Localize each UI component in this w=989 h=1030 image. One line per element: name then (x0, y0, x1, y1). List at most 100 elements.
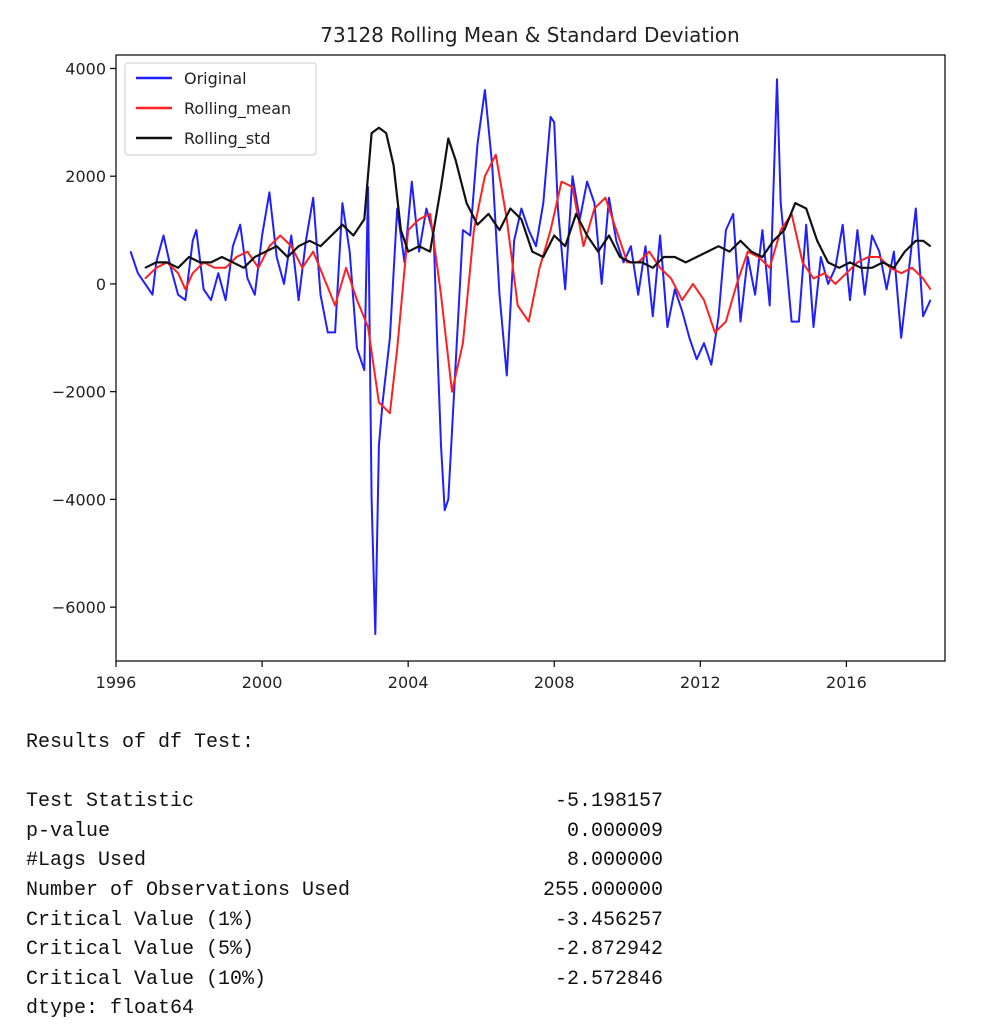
data-point (725, 321, 727, 323)
x-tick-label: 2012 (680, 673, 721, 692)
data-point (900, 272, 902, 274)
data-point (871, 234, 873, 237)
data-point (666, 326, 669, 328)
data-point (177, 272, 179, 274)
output-row-value: -5.198157 (554, 790, 663, 814)
data-point (681, 299, 683, 301)
data-point (367, 326, 369, 328)
data-point (747, 251, 749, 253)
data-point (860, 267, 862, 269)
output-row-label: Test Statistic (26, 790, 195, 814)
data-point (425, 207, 427, 210)
data-point (718, 245, 720, 247)
data-point (754, 294, 756, 296)
data-point (593, 202, 596, 204)
data-point (827, 283, 829, 285)
data-point (856, 229, 859, 231)
data-point (276, 245, 278, 247)
data-point (418, 245, 420, 247)
data-point (225, 267, 227, 269)
data-point (845, 272, 848, 274)
data-point (371, 132, 373, 134)
data-point (674, 288, 676, 290)
data-point (225, 299, 227, 301)
data-point (864, 294, 866, 296)
data-point (644, 245, 647, 247)
data-point (268, 191, 270, 193)
data-point (601, 283, 603, 285)
data-point (732, 213, 734, 215)
data-point (341, 202, 343, 204)
data-point (239, 224, 241, 226)
data-point (462, 342, 464, 344)
data-point (882, 261, 884, 263)
data-point (798, 321, 800, 323)
output-row-label: Critical Value (5%) (26, 938, 255, 962)
data-point (794, 202, 796, 204)
y-axis: 4000 2000 0 −2000 −4000 −6000 (52, 59, 116, 617)
data-point (268, 245, 270, 247)
data-point (309, 240, 311, 242)
data-point (440, 294, 442, 296)
data-point (436, 348, 438, 350)
data-point (177, 267, 179, 269)
data-point (769, 304, 771, 307)
data-point (564, 288, 566, 290)
y-tick-label: −2000 (52, 383, 106, 402)
data-point (802, 261, 804, 263)
data-point (177, 294, 179, 296)
data-point (254, 256, 256, 258)
data-point (812, 326, 815, 328)
data-point (780, 202, 782, 204)
data-point (531, 251, 533, 253)
data-point (506, 218, 508, 220)
plot-frame (115, 54, 946, 662)
data-point (827, 261, 829, 263)
x-tick-label: 2016 (826, 673, 867, 692)
data-point (736, 283, 738, 285)
data-point (670, 277, 672, 280)
data-point (341, 224, 343, 226)
data-point (608, 234, 610, 237)
output-dtype: dtype: float64 (26, 997, 195, 1021)
data-point (820, 256, 822, 258)
data-point (192, 240, 194, 242)
data-point (487, 213, 490, 215)
data-point (922, 277, 924, 280)
data-point (429, 251, 431, 253)
data-point (791, 321, 793, 323)
data-point (718, 315, 720, 317)
data-point (761, 256, 764, 258)
data-point (878, 251, 880, 253)
data-point (849, 299, 851, 301)
data-point (210, 261, 212, 263)
data-point (659, 234, 661, 237)
rolling-stats-chart: 73128 Rolling Mean & Standard Deviation … (52, 23, 946, 692)
data-point (192, 272, 194, 274)
data-point (619, 256, 621, 258)
data-point (440, 186, 442, 188)
data-point (560, 181, 563, 183)
data-point (195, 229, 197, 231)
data-point (710, 364, 712, 366)
data-point (842, 224, 844, 226)
data-point (652, 315, 654, 317)
data-point (783, 229, 785, 231)
data-point (553, 234, 555, 237)
data-point (407, 229, 409, 231)
data-point (323, 277, 325, 280)
data-point (571, 175, 574, 177)
data-point (856, 261, 859, 263)
data-point (498, 229, 501, 231)
data-point (520, 207, 523, 210)
data-point (769, 267, 771, 269)
data-point (287, 256, 289, 258)
data-point (535, 245, 537, 247)
data-point (385, 132, 387, 134)
output-header: Results of df Test: (26, 731, 255, 754)
data-point (476, 143, 479, 145)
data-point (411, 181, 413, 183)
data-point (900, 337, 902, 339)
data-point (301, 267, 303, 269)
data-point (371, 498, 373, 500)
